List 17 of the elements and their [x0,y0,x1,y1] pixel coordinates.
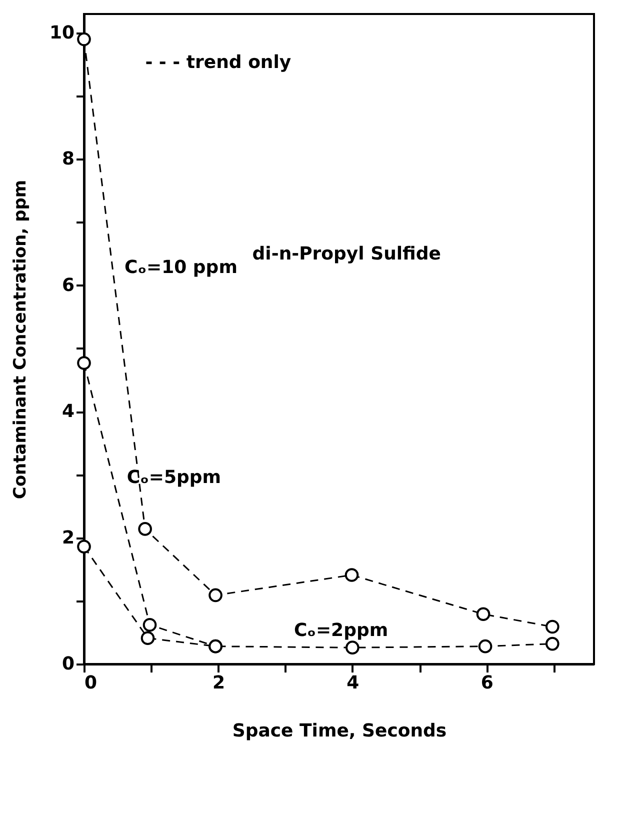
series-label: Cₒ=2ppm [294,620,388,641]
y-tick-label: 4 [62,401,74,422]
series-label: Cₒ=10 ppm [124,257,238,278]
x-axis-title: Space Time, Seconds [232,720,447,742]
y-tick-label: 2 [62,527,74,548]
y-tick-label: 8 [62,148,74,170]
y-tick-label: 6 [62,274,74,296]
y-axis-title: Contaminant Concentration, ppm [10,180,30,500]
series-label: Cₒ=5ppm [126,466,222,488]
annotation: - - - trend only [145,52,292,73]
y-tick-label: 0 [62,654,74,674]
x-tick-label: 6 [480,672,494,694]
annotation: di-n-Propyl Sulfide [252,244,441,264]
x-tick-label: 4 [346,672,360,694]
x-tick-label: 2 [212,672,225,694]
x-tick-label: 0 [84,672,98,694]
y-tick-label: 10 [49,22,74,44]
